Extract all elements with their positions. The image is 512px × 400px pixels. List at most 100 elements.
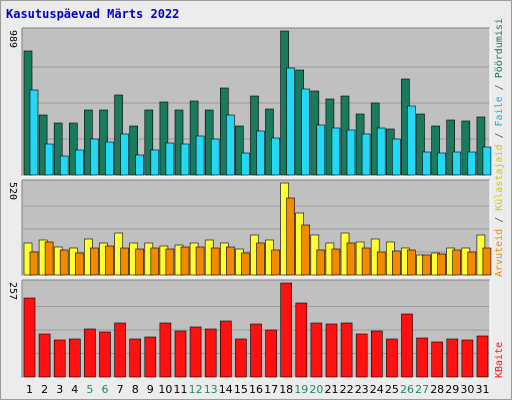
bar-kbaite-day-27 <box>416 337 428 378</box>
bar-arvuteid-day-25 <box>391 250 401 276</box>
x-tick-label-day-12: 12 <box>189 383 203 396</box>
bar-pöördumisi-day-15 <box>235 125 244 176</box>
bar-arvuteid-day-30 <box>467 251 477 276</box>
x-tick-label-day-9: 9 <box>147 383 154 396</box>
bar-kbaite-day-2 <box>38 333 51 378</box>
bar-arvuteid-day-21 <box>331 248 341 276</box>
bar-kbaite-day-6 <box>99 331 111 378</box>
bar-kbaite-day-31 <box>476 335 489 378</box>
legend-right-bottom: KBaite <box>494 342 505 378</box>
bar-kbaite-day-8 <box>129 338 141 378</box>
bar-faile-day-7 <box>120 133 129 176</box>
bar-arvuteid-day-3 <box>59 249 69 276</box>
legend-item: Arvuteid <box>494 229 505 277</box>
bar-arvuteid-day-7 <box>120 247 129 276</box>
bar-faile-day-31 <box>482 146 492 176</box>
bar-faile-day-22 <box>346 129 356 176</box>
bar-faile-day-17 <box>271 137 280 176</box>
bar-arvuteid-day-11 <box>180 246 190 276</box>
bar-arvuteid-day-31 <box>482 247 492 276</box>
bar-kbaite-day-11 <box>174 330 187 378</box>
x-tick-label-day-15: 15 <box>234 383 248 396</box>
bar-arvuteid-day-5 <box>90 247 99 276</box>
x-tick-label-day-26: 26 <box>400 383 414 396</box>
bar-kbaite-day-30 <box>461 339 474 378</box>
x-tick-label-day-20: 20 <box>309 383 323 396</box>
bar-faile-day-26 <box>407 105 416 176</box>
bar-faile-day-18 <box>286 67 295 176</box>
scale-max-label: 989 <box>7 30 18 48</box>
bar-faile-day-15 <box>241 152 250 176</box>
bar-kbaite-day-26 <box>401 313 413 378</box>
bar-kbaite-day-21 <box>325 323 338 378</box>
bar-arvuteid-day-27 <box>422 254 431 276</box>
x-tick-label-day-17: 17 <box>264 383 278 396</box>
bar-kbaite-day-1 <box>23 297 36 378</box>
x-tick-label-day-30: 30 <box>460 383 474 396</box>
bar-pöördumisi-day-11 <box>174 109 184 176</box>
bar-arvuteid-day-19 <box>301 224 311 276</box>
bar-arvuteid-day-8 <box>135 248 144 276</box>
bar-faile-day-8 <box>135 154 144 176</box>
bar-faile-day-3 <box>59 155 69 176</box>
legend-item: Pöördumisi <box>494 18 505 78</box>
bar-faile-day-20 <box>316 124 326 176</box>
bar-faile-day-5 <box>90 138 99 176</box>
bar-faile-day-27 <box>422 151 431 176</box>
bar-faile-day-16 <box>256 130 265 176</box>
x-tick-label-day-14: 14 <box>219 383 233 396</box>
bar-pöördumisi-day-31 <box>476 116 486 176</box>
bar-faile-day-6 <box>105 141 114 176</box>
bar-arvuteid-day-13 <box>210 247 220 276</box>
scale-max-label: 257 <box>7 282 18 300</box>
bar-pöördumisi-day-3 <box>53 122 63 176</box>
x-tick-label-day-5: 5 <box>86 383 93 396</box>
legend-item: Faile <box>494 96 505 126</box>
x-tick-label-day-2: 2 <box>41 383 48 396</box>
bar-faile-day-28 <box>437 152 446 176</box>
bar-arvuteid-day-12 <box>195 246 205 276</box>
x-tick-label-day-6: 6 <box>102 383 109 396</box>
bar-arvuteid-day-6 <box>105 245 114 276</box>
bar-faile-day-19 <box>301 88 311 176</box>
bar-kbaite-day-12 <box>189 326 202 378</box>
bar-arvuteid-day-18 <box>286 197 295 276</box>
bar-pöördumisi-day-4 <box>69 122 78 176</box>
bar-arvuteid-day-26 <box>407 249 416 276</box>
chart-title: Kasutuspäevad Märts 2022 <box>6 7 180 21</box>
bar-faile-day-13 <box>210 138 220 176</box>
bar-faile-day-24 <box>376 127 386 176</box>
x-tick-label-day-22: 22 <box>340 383 354 396</box>
bar-arvuteid-day-20 <box>316 249 326 276</box>
bar-kbaite-day-15 <box>235 338 247 378</box>
bar-faile-day-9 <box>150 149 160 176</box>
bar-faile-day-10 <box>165 142 175 176</box>
x-tick-label-day-7: 7 <box>117 383 124 396</box>
bar-arvuteid-day-1 <box>29 251 39 276</box>
x-tick-label-day-1: 1 <box>26 383 33 396</box>
bar-faile-day-23 <box>361 133 371 176</box>
bar-pöördumisi-day-29 <box>446 119 456 176</box>
bar-kbaite-day-17 <box>265 329 277 378</box>
x-tick-label-day-13: 13 <box>204 383 218 396</box>
bar-kbaite-day-23 <box>355 333 368 378</box>
bar-kbaite-day-16 <box>250 323 262 378</box>
bar-kbaite-day-10 <box>159 322 172 378</box>
bar-faile-day-25 <box>391 138 401 176</box>
bar-arvuteid-day-10 <box>165 248 175 276</box>
bar-kbaite-day-28 <box>431 341 444 378</box>
x-tick-label-day-19: 19 <box>294 383 308 396</box>
bar-arvuteid-day-28 <box>437 253 446 276</box>
bar-faile-day-11 <box>180 143 190 176</box>
bar-kbaite-day-4 <box>69 338 81 378</box>
bar-arvuteid-day-9 <box>150 247 160 276</box>
x-tick-label-day-27: 27 <box>415 383 429 396</box>
x-tick-label-day-23: 23 <box>355 383 369 396</box>
bar-kbaite-day-3 <box>53 339 66 378</box>
bar-faile-day-4 <box>75 149 84 176</box>
bar-pöördumisi-day-28 <box>431 125 440 176</box>
x-tick-label-day-29: 29 <box>445 383 459 396</box>
bar-kbaite-day-20 <box>310 322 323 378</box>
bar-faile-day-14 <box>226 114 235 176</box>
